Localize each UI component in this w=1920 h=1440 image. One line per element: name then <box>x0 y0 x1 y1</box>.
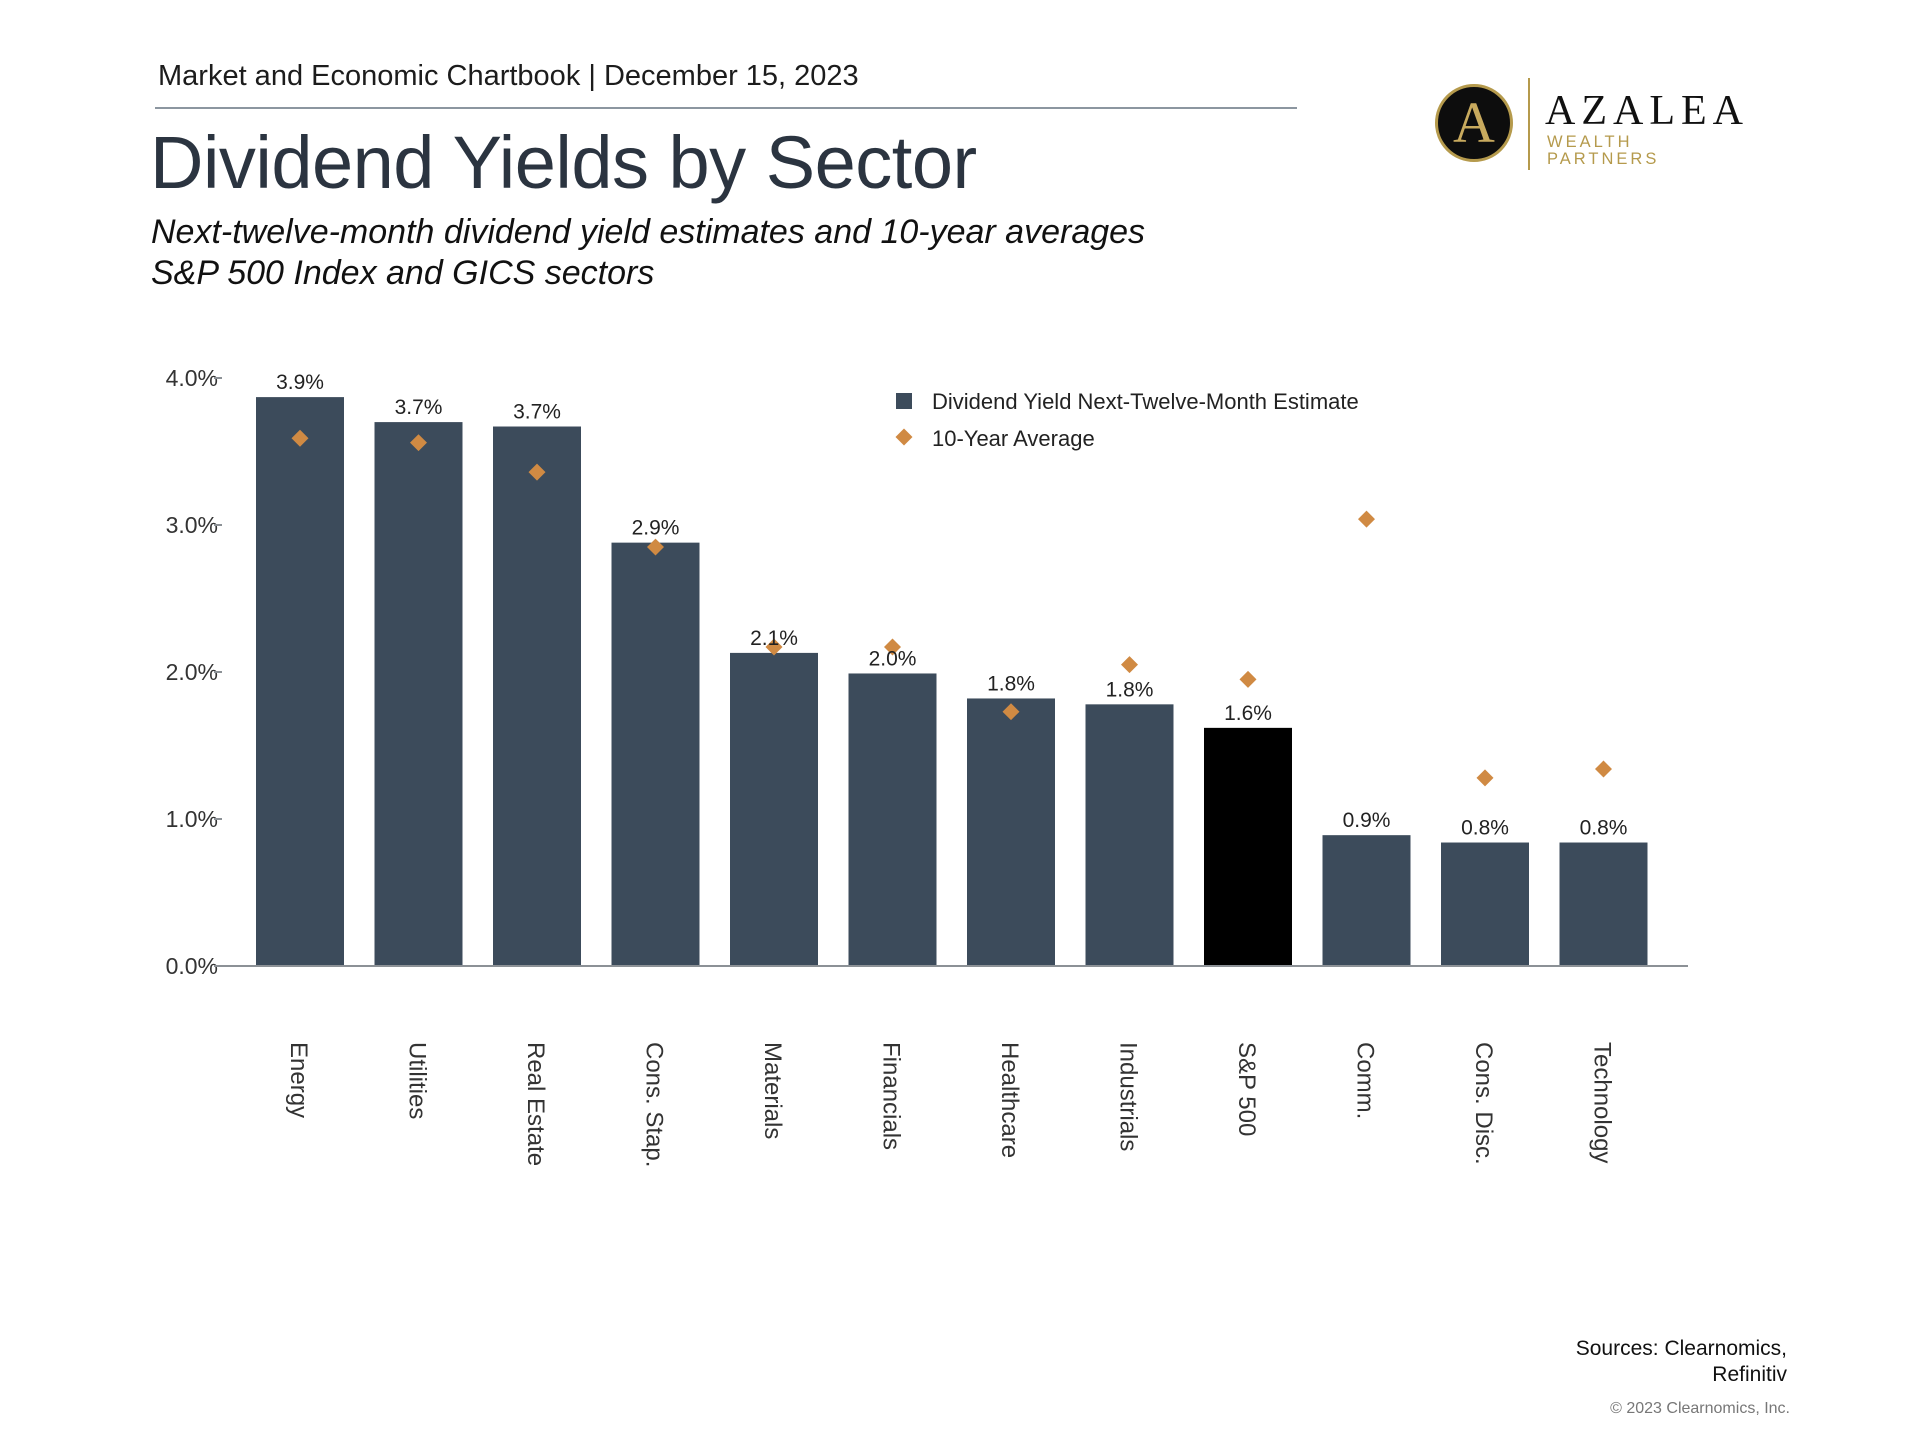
bar-value-label: 1.6% <box>1224 702 1272 725</box>
x-tick-label: S&P 500 <box>1233 1042 1260 1136</box>
sources-line-1: Sources: Clearnomics, <box>1575 1337 1787 1360</box>
average-marker <box>647 538 664 556</box>
x-tick-label: Cons. Disc. <box>1470 1042 1497 1165</box>
average-marker <box>1239 670 1257 688</box>
x-tick-label: Financials <box>878 1042 905 1150</box>
x-tick-label: Cons. Stap. <box>641 1042 668 1167</box>
y-tick-label: 1.0% <box>166 806 218 832</box>
bar-value-label: 0.8% <box>1580 817 1628 840</box>
x-tick-label: Industrials <box>1115 1042 1142 1151</box>
average-marker-series <box>291 429 1612 787</box>
logo-divider <box>1528 78 1530 170</box>
legend-marker-swatch <box>895 428 913 446</box>
bar-value-label: 0.9% <box>1343 809 1391 832</box>
page-title: Dividend Yields by Sector <box>150 121 977 204</box>
bar <box>1441 842 1529 966</box>
chartbook-header: Market and Economic Chartbook | December… <box>158 60 859 92</box>
bar-value-label: 2.9% <box>632 517 680 540</box>
x-tick-label: Utilities <box>404 1042 431 1119</box>
average-marker <box>410 434 427 452</box>
legend-bar-label: Dividend Yield Next-Twelve-Month Estimat… <box>932 389 1359 414</box>
bar-series <box>256 397 1648 967</box>
bar <box>493 426 581 966</box>
bar <box>611 542 700 966</box>
y-tick-label: 0.0% <box>166 953 218 979</box>
legend-marker-label: 10-Year Average <box>932 426 1095 451</box>
subtitle-line-1: Next-twelve-month dividend yield estimat… <box>151 213 1146 251</box>
bar-value-label: 2.1% <box>750 627 798 650</box>
average-marker <box>528 463 546 481</box>
sources-note: Sources: Clearnomics, Refinitiv <box>1576 1336 1787 1388</box>
logo-emblem: A <box>1435 84 1513 162</box>
bar-value-label: 3.9% <box>276 371 324 394</box>
logo-subtitle: WEALTH PARTNERS <box>1547 133 1660 168</box>
x-tick-label: Energy <box>285 1042 312 1118</box>
bar-value-label: 1.8% <box>987 672 1035 695</box>
average-marker <box>1358 510 1375 528</box>
bar <box>848 673 937 966</box>
average-marker <box>1476 769 1494 787</box>
header-rule <box>155 107 1297 109</box>
x-tick-label: Real Estate <box>522 1042 549 1166</box>
bar <box>1085 704 1174 966</box>
copyright-note: © 2023 Clearnomics, Inc. <box>1610 1400 1790 1417</box>
bar-value-label: 3.7% <box>513 401 561 424</box>
bar <box>256 397 344 966</box>
bar-value-labels: 3.9% 3.7% 3.7% 2.9% 2.1% 2.0% 1.8% 1.8% 1.6% 0.9%… <box>276 371 1627 839</box>
x-axis-labels: Energy Utilities Real Estate Cons. Stap. Mat… <box>285 1042 1616 1167</box>
y-tick-label: 4.0% <box>166 365 218 391</box>
y-tick-label: 3.0% <box>166 512 218 538</box>
bar <box>1204 727 1292 966</box>
average-marker <box>765 638 783 656</box>
bar-value-label: 1.8% <box>1106 678 1154 701</box>
x-tick-label: Technology <box>1589 1042 1616 1163</box>
average-marker <box>884 638 901 656</box>
subtitle-line-2: S&P 500 Index and GICS sectors <box>151 254 655 292</box>
bar <box>730 652 818 966</box>
bar <box>1559 842 1648 966</box>
average-marker <box>1595 760 1612 778</box>
legend-bar-swatch <box>896 393 912 409</box>
sources-line-2: Refinitiv <box>1712 1363 1787 1386</box>
average-marker <box>291 429 309 447</box>
x-tick-label: Comm. <box>1352 1042 1379 1119</box>
bar-value-label: 0.8% <box>1461 817 1509 840</box>
x-tick-label: Healthcare <box>996 1042 1023 1158</box>
y-tick-label: 2.0% <box>166 659 218 685</box>
bar-value-label: 3.7% <box>395 396 443 419</box>
average-marker <box>1002 703 1020 721</box>
chart-legend: Dividend Yield Next-Twelve-Month Estimat… <box>895 389 1359 451</box>
y-axis: 0.0% 1.0% 2.0% 3.0% 4.0% <box>166 365 222 979</box>
logo-name: AZALEA <box>1545 88 1749 134</box>
average-marker <box>1121 656 1138 674</box>
bar <box>967 698 1055 966</box>
bar-value-label: 2.0% <box>869 647 917 670</box>
x-tick-label: Materials <box>759 1042 786 1139</box>
bar <box>1322 835 1411 966</box>
azalea-logo: A AZALEA WEALTH PARTNERS <box>1435 78 1745 178</box>
bar <box>374 422 463 967</box>
